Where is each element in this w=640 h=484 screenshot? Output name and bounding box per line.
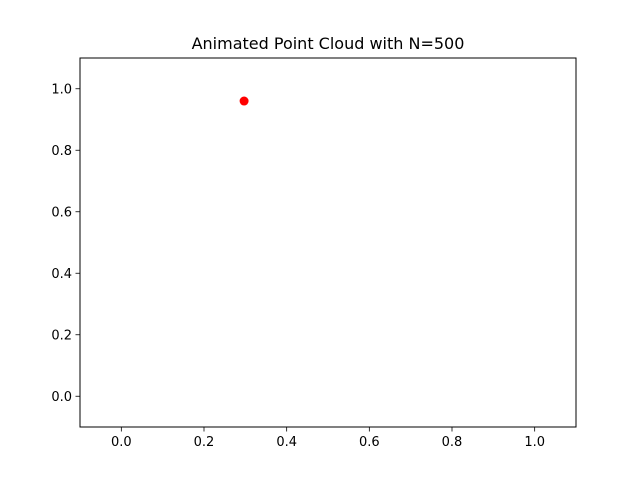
y-tick-label: 0.8 [51, 144, 72, 159]
y-axis: 0.0 0.2 0.4 0.6 0.8 1.0 [51, 82, 80, 405]
plot-area [80, 58, 576, 427]
y-tick-label: 0.4 [51, 267, 72, 282]
x-tick-label: 0.2 [194, 435, 215, 450]
x-tick-label: 0.4 [276, 435, 297, 450]
data-point [239, 96, 249, 106]
y-tick-label: 0.0 [51, 390, 72, 405]
y-tick-label: 0.6 [51, 205, 72, 220]
x-tick-label: 0.0 [111, 435, 132, 450]
data-points [239, 96, 249, 106]
y-tick-label: 0.2 [51, 328, 72, 343]
chart-title: Animated Point Cloud with N=500 [192, 34, 465, 53]
x-tick-label: 0.8 [442, 435, 463, 450]
x-tick-label: 1.0 [524, 435, 545, 450]
x-axis: 0.0 0.2 0.4 0.6 0.8 1.0 [111, 427, 545, 450]
plot-frame [79, 57, 577, 428]
y-tick-label: 1.0 [51, 82, 72, 97]
x-tick-label: 0.6 [359, 435, 380, 450]
